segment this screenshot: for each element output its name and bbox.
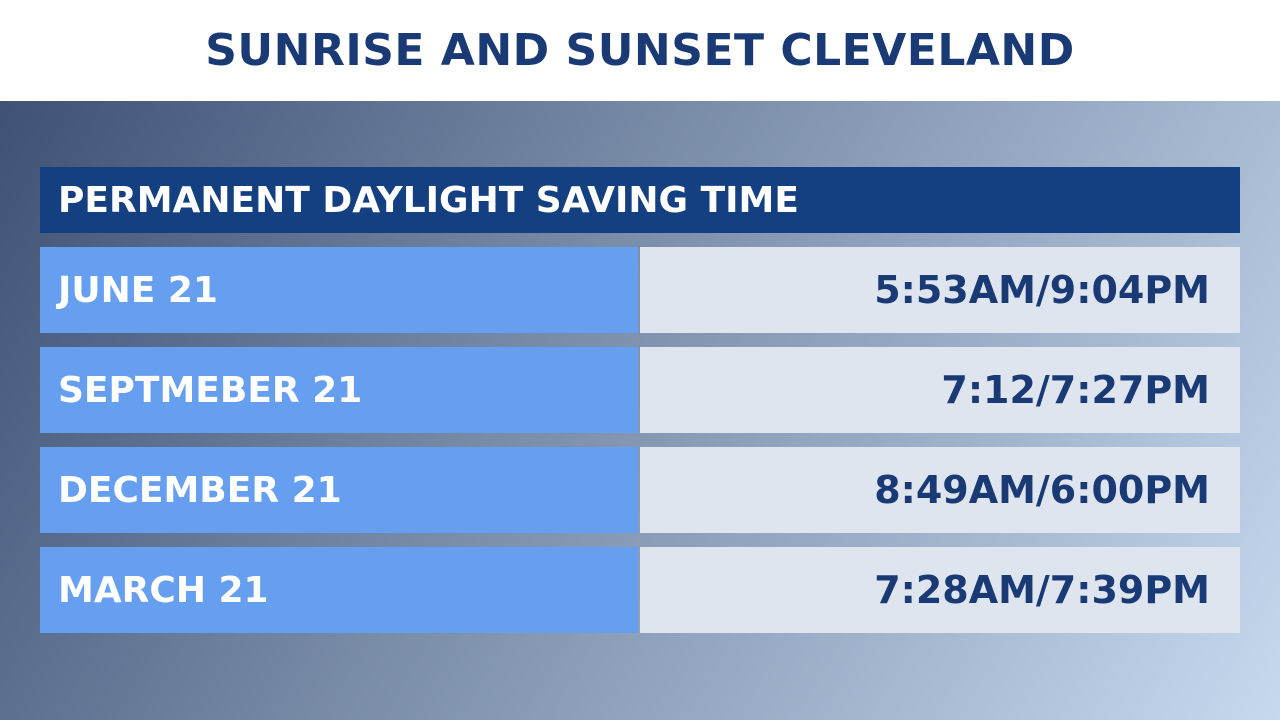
date-cell: DECEMBER 21 — [40, 447, 638, 533]
time-cell: 7:12/7:27PM — [640, 347, 1240, 433]
date-cell: JUNE 21 — [40, 247, 638, 333]
table-row: SEPTMEBER 21 7:12/7:27PM — [40, 347, 1240, 433]
table-row: MARCH 21 7:28AM/7:39PM — [40, 547, 1240, 633]
table-row: DECEMBER 21 8:49AM/6:00PM — [40, 447, 1240, 533]
title-bar: SUNRISE AND SUNSET CLEVELAND — [0, 0, 1280, 101]
time-cell: 8:49AM/6:00PM — [640, 447, 1240, 533]
time-cell: 5:53AM/9:04PM — [640, 247, 1240, 333]
time-cell: 7:28AM/7:39PM — [640, 547, 1240, 633]
date-cell: SEPTMEBER 21 — [40, 347, 638, 433]
title: SUNRISE AND SUNSET CLEVELAND — [205, 25, 1075, 76]
table-title: PERMANENT DAYLIGHT SAVING TIME — [40, 167, 1240, 233]
date-cell: MARCH 21 — [40, 547, 638, 633]
table-row: JUNE 21 5:53AM/9:04PM — [40, 247, 1240, 333]
